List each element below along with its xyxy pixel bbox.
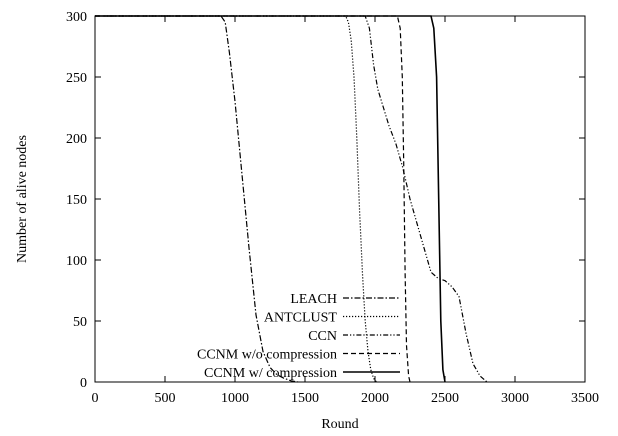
y-tick-label: 0 bbox=[80, 376, 87, 391]
y-tick-label: 300 bbox=[66, 10, 87, 25]
y-tick-label: 250 bbox=[66, 71, 87, 86]
x-axis-label: Round bbox=[321, 417, 358, 432]
legend-label: CCNM w/o compression bbox=[197, 348, 337, 363]
axis-ticks: 0 500 1000 1500 2000 2500 3000 3500 0 50 100 150 200… bbox=[66, 10, 599, 406]
series-line-ccnm-w-compression bbox=[95, 15, 446, 383]
series-line-antclust bbox=[95, 15, 377, 383]
x-tick-label: 1000 bbox=[221, 391, 249, 406]
y-tick-label: 100 bbox=[66, 254, 87, 269]
plot-frame bbox=[94, 15, 586, 383]
x-tick-label: 2000 bbox=[361, 391, 389, 406]
legend: LEACH ANTCLUST CCN CCNM w/o compression CCNM… bbox=[197, 292, 400, 381]
y-tick-label: 50 bbox=[73, 315, 87, 330]
x-tick-label: 0 bbox=[92, 391, 99, 406]
series-line-leach bbox=[95, 15, 299, 383]
x-tick-label: 3000 bbox=[501, 391, 529, 406]
legend-label: ANTCLUST bbox=[264, 311, 338, 326]
series-line-ccnm-w-o-compression bbox=[95, 15, 411, 383]
series-lines bbox=[95, 15, 488, 383]
legend-label: CCN bbox=[308, 329, 337, 344]
x-tick-label: 500 bbox=[155, 391, 176, 406]
x-tick-label: 1500 bbox=[291, 391, 319, 406]
series-line-ccn bbox=[95, 15, 488, 383]
y-tick-label: 200 bbox=[66, 132, 87, 147]
y-axis-label: Number of alive nodes bbox=[15, 135, 30, 263]
legend-label: CCNM w/ compression bbox=[204, 366, 337, 381]
x-tick-label: 2500 bbox=[431, 391, 459, 406]
legend-label: LEACH bbox=[290, 292, 337, 307]
y-tick-label: 150 bbox=[66, 193, 87, 208]
x-tick-label: 3500 bbox=[571, 391, 599, 406]
